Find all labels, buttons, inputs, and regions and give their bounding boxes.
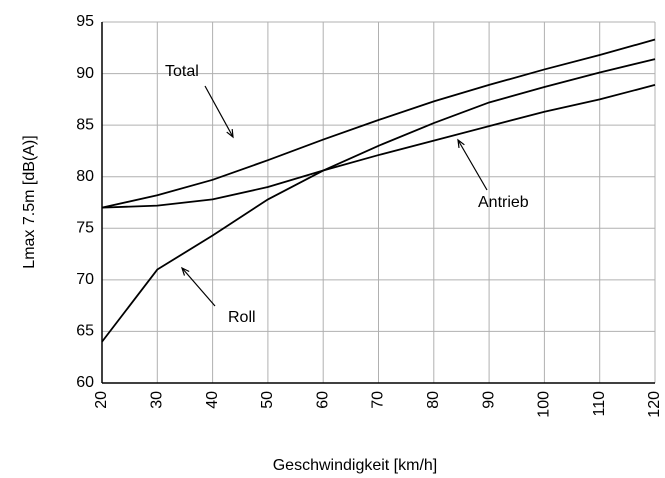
x-tick-label: 110 [591, 391, 608, 417]
y-tick-label: 95 [76, 13, 94, 30]
x-tick-label: 50 [259, 391, 276, 409]
annotation-arrow [204, 85, 234, 138]
y-tick-label: 60 [76, 374, 94, 391]
x-tick-label: 30 [149, 391, 166, 409]
y-axis-label: Lmax 7.5m [dB(A)] [21, 135, 38, 268]
arrow-head [457, 138, 465, 149]
series-line [101, 58, 656, 343]
x-tick-label: 70 [370, 391, 387, 409]
arrow-head [226, 128, 234, 139]
x-tick-label: 120 [646, 391, 663, 418]
series-label: Total [165, 63, 199, 80]
y-tick-label: 75 [76, 220, 94, 237]
x-tick-label: 100 [536, 391, 553, 418]
y-tick-label: 90 [76, 65, 94, 82]
series-line [101, 84, 656, 209]
series-line [101, 38, 656, 209]
annotation-arrow [457, 139, 488, 191]
x-tick-label: 20 [93, 391, 110, 409]
x-tick-label: 60 [314, 391, 331, 409]
x-axis-label: Geschwindigkeit [km/h] [273, 457, 438, 474]
y-tick-label: 85 [76, 116, 94, 133]
y-tick-label: 80 [76, 168, 94, 185]
y-tick-label: 65 [76, 323, 94, 340]
x-tick-label: 40 [204, 391, 221, 409]
arrow-head [180, 266, 190, 276]
y-tick-label: 70 [76, 271, 94, 288]
x-tick-label: 80 [425, 391, 442, 409]
series-label: Roll [228, 309, 256, 326]
x-tick-label: 90 [480, 391, 497, 409]
annotation-arrow [181, 267, 216, 307]
series-label: Antrieb [478, 194, 529, 211]
